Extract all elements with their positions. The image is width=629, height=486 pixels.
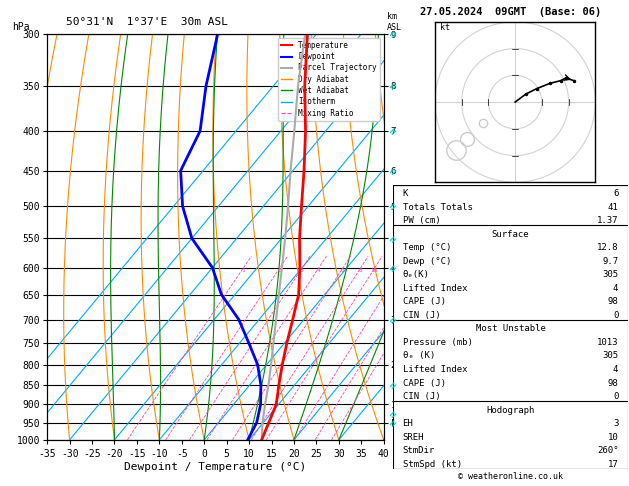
X-axis label: Dewpoint / Temperature (°C): Dewpoint / Temperature (°C) xyxy=(125,462,306,471)
Text: ≡: ≡ xyxy=(387,416,399,429)
Text: CIN (J): CIN (J) xyxy=(403,311,440,320)
Text: km
ASL: km ASL xyxy=(387,12,402,32)
Text: 9.7: 9.7 xyxy=(602,257,618,266)
Text: ≡: ≡ xyxy=(387,261,399,274)
Text: 27.05.2024  09GMT  (Base: 06): 27.05.2024 09GMT (Base: 06) xyxy=(420,7,601,17)
Text: 1: 1 xyxy=(241,268,245,273)
Text: 305: 305 xyxy=(602,351,618,361)
Text: CAPE (J): CAPE (J) xyxy=(403,379,445,387)
Text: CIN (J): CIN (J) xyxy=(403,392,440,401)
Text: ≡: ≡ xyxy=(387,313,399,326)
Y-axis label: Mixing Ratio (g/kg): Mixing Ratio (g/kg) xyxy=(413,186,421,288)
Text: Lifted Index: Lifted Index xyxy=(403,365,467,374)
Text: SREH: SREH xyxy=(403,433,424,442)
Legend: Temperature, Dewpoint, Parcel Trajectory, Dry Adiabat, Wet Adiabat, Isotherm, Mi: Temperature, Dewpoint, Parcel Trajectory… xyxy=(277,38,380,121)
Text: 10: 10 xyxy=(370,268,378,273)
Text: 6: 6 xyxy=(341,268,345,273)
Text: EH: EH xyxy=(403,419,413,428)
Text: ≡: ≡ xyxy=(387,379,399,391)
Text: 50°31'N  1°37'E  30m ASL: 50°31'N 1°37'E 30m ASL xyxy=(66,17,228,27)
Text: 17: 17 xyxy=(608,460,618,469)
Text: θₑ(K): θₑ(K) xyxy=(403,270,430,279)
Text: PW (cm): PW (cm) xyxy=(403,216,440,225)
Text: 2: 2 xyxy=(277,268,281,273)
Text: 3: 3 xyxy=(613,419,618,428)
Text: hPa: hPa xyxy=(13,21,30,32)
Text: 0: 0 xyxy=(613,311,618,320)
Text: Temp (°C): Temp (°C) xyxy=(403,243,451,252)
Text: 0: 0 xyxy=(613,392,618,401)
Text: 8: 8 xyxy=(359,268,362,273)
Text: 3: 3 xyxy=(300,268,304,273)
Text: 10: 10 xyxy=(608,433,618,442)
Text: 6: 6 xyxy=(613,189,618,198)
Text: ≡: ≡ xyxy=(387,80,399,92)
Text: 98: 98 xyxy=(608,297,618,306)
Text: ≡: ≡ xyxy=(387,28,399,40)
Text: 41: 41 xyxy=(608,203,618,211)
Text: © weatheronline.co.uk: © weatheronline.co.uk xyxy=(458,472,563,481)
Text: 4: 4 xyxy=(613,284,618,293)
Text: Pressure (mb): Pressure (mb) xyxy=(403,338,472,347)
Text: Totals Totals: Totals Totals xyxy=(403,203,472,211)
Text: ≡: ≡ xyxy=(387,232,399,245)
Text: θₑ (K): θₑ (K) xyxy=(403,351,435,361)
Text: ≡: ≡ xyxy=(387,407,399,420)
Text: kt: kt xyxy=(440,23,450,32)
Text: ≡: ≡ xyxy=(387,200,399,212)
Text: CAPE (J): CAPE (J) xyxy=(403,297,445,306)
Text: ≡: ≡ xyxy=(387,124,399,138)
Text: 305: 305 xyxy=(602,270,618,279)
Text: Lifted Index: Lifted Index xyxy=(403,284,467,293)
Text: StmSpd (kt): StmSpd (kt) xyxy=(403,460,462,469)
Text: ≡: ≡ xyxy=(387,164,399,177)
Text: 260°: 260° xyxy=(597,446,618,455)
Text: 1.37: 1.37 xyxy=(597,216,618,225)
Text: Hodograph: Hodograph xyxy=(486,406,535,415)
Text: 12.8: 12.8 xyxy=(597,243,618,252)
Text: 4: 4 xyxy=(316,268,320,273)
Text: Dewp (°C): Dewp (°C) xyxy=(403,257,451,266)
Text: Surface: Surface xyxy=(492,229,529,239)
Text: K: K xyxy=(403,189,408,198)
Text: Most Unstable: Most Unstable xyxy=(476,324,545,333)
Text: StmDir: StmDir xyxy=(403,446,435,455)
Text: 98: 98 xyxy=(608,379,618,387)
Text: 4: 4 xyxy=(613,365,618,374)
Text: 1013: 1013 xyxy=(597,338,618,347)
